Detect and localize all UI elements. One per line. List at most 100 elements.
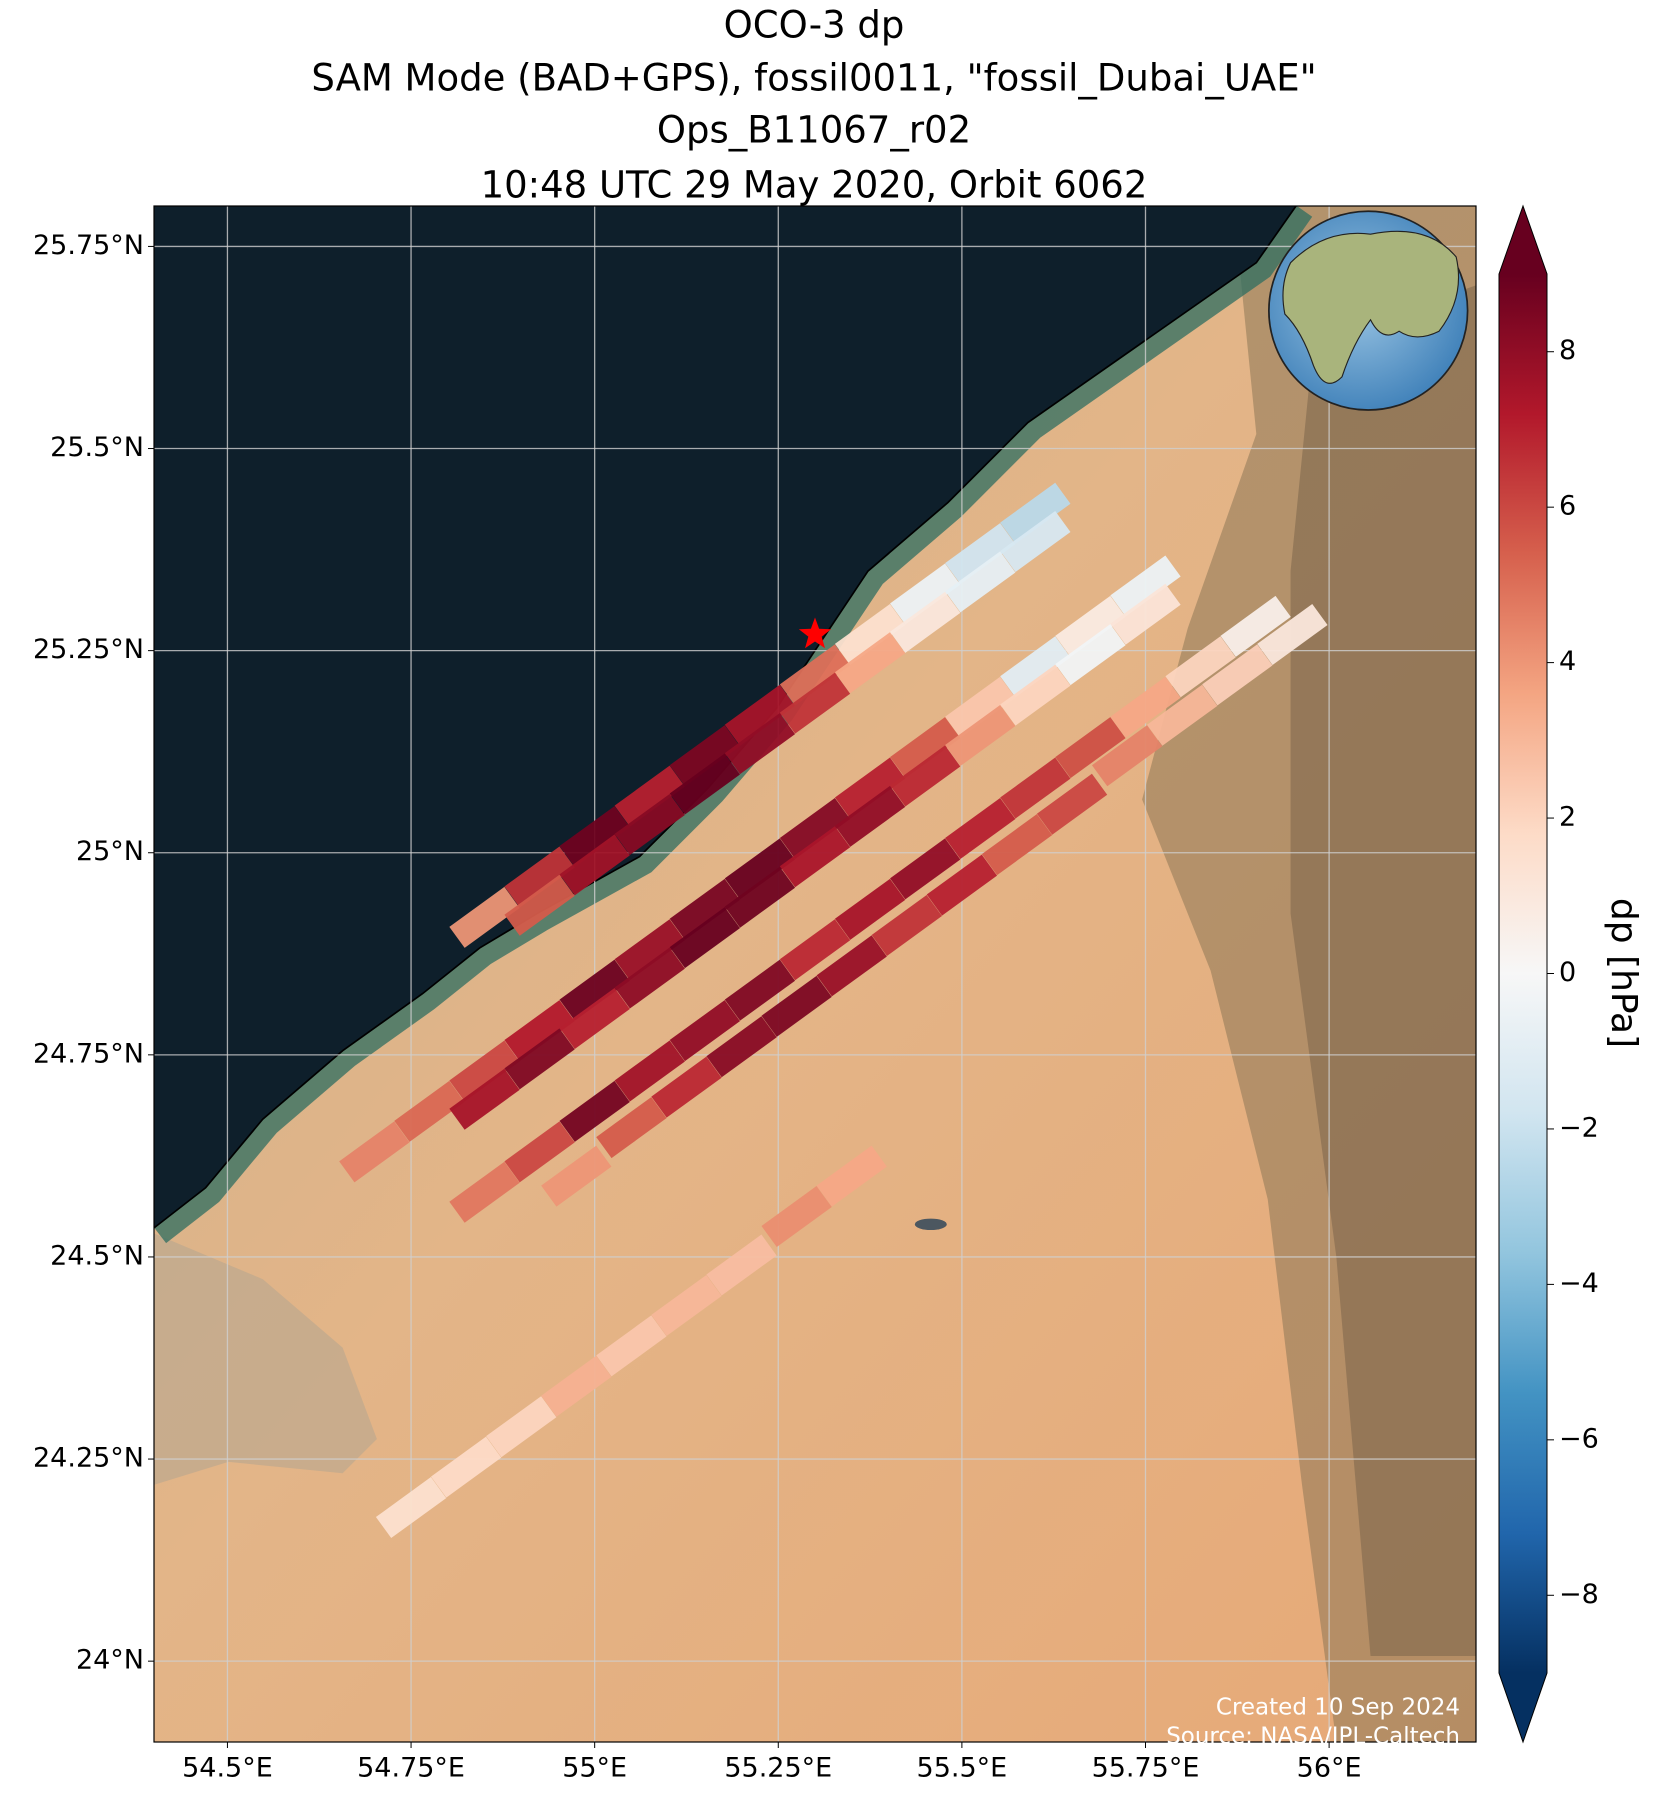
x-tick-label: 55.25°E — [724, 1753, 832, 1784]
footprint — [504, 1028, 575, 1090]
footprint — [706, 1016, 777, 1078]
x-tick-label: 54.75°E — [357, 1753, 465, 1784]
footprint — [559, 959, 630, 1021]
footprint — [614, 793, 685, 855]
footprint — [834, 603, 906, 665]
footprint — [1000, 757, 1071, 819]
colorbar-extend — [1499, 206, 1547, 274]
footprint — [761, 1186, 832, 1248]
footprint — [945, 797, 1016, 859]
footprint — [1110, 583, 1181, 645]
y-tick-label: 25°N — [76, 836, 144, 867]
colorbar — [1499, 274, 1547, 1673]
footprint — [339, 1121, 410, 1183]
y-tick-label: 24.5°N — [50, 1240, 144, 1271]
footprint — [1110, 555, 1181, 617]
annotation: Source: NASA/JPL-Caltech — [1166, 1724, 1460, 1750]
colorbar-tick-label: 4 — [1559, 646, 1576, 677]
footprint — [449, 1040, 520, 1102]
footprint — [449, 1068, 520, 1130]
y-tick-label: 25.25°N — [33, 634, 144, 665]
footprint — [669, 907, 740, 969]
footprint — [834, 757, 906, 819]
colorbar-tick-label: 0 — [1559, 957, 1576, 988]
footprint — [504, 874, 575, 936]
footprint — [779, 672, 851, 734]
footprint — [559, 1080, 630, 1142]
footprint — [1000, 510, 1071, 572]
annotation: Created 10 Sep 2024 — [1216, 1695, 1460, 1721]
footprint — [1055, 717, 1126, 779]
title: Ops_B11067_r02 — [657, 109, 971, 152]
x-tick-label: 55°E — [562, 1753, 627, 1784]
footprint — [890, 745, 961, 807]
footprint — [834, 878, 906, 940]
footprint — [504, 846, 575, 908]
footprint — [596, 1097, 667, 1159]
footprint — [724, 866, 796, 928]
x-tick-label: 56°E — [1297, 1753, 1362, 1784]
y-tick-label: 25.5°N — [50, 432, 144, 463]
colorbar-tick-label: −8 — [1559, 1579, 1599, 1610]
footprint — [816, 1145, 887, 1207]
footprint — [1055, 595, 1126, 657]
colorbar-tick-label: −4 — [1559, 1268, 1599, 1299]
title: 10:48 UTC 29 May 2020, Orbit 6062 — [481, 164, 1148, 207]
footprint — [651, 1274, 722, 1336]
footprint — [559, 834, 630, 896]
footprint — [614, 765, 685, 827]
footprint — [779, 919, 851, 981]
footprint — [541, 1145, 612, 1207]
footprint — [449, 886, 520, 948]
y-tick-label: 25.75°N — [33, 230, 144, 261]
colorbar-tick-label: 6 — [1559, 491, 1576, 522]
footprint — [1257, 603, 1328, 665]
footprint — [669, 753, 740, 815]
x-tick-label: 55.5°E — [917, 1753, 1008, 1784]
footprint — [871, 894, 942, 956]
footprint — [724, 684, 796, 746]
title: OCO-3 dp — [724, 4, 905, 47]
footprint — [779, 826, 851, 888]
footprint — [890, 591, 961, 653]
colorbar-tick-label: 8 — [1559, 335, 1576, 366]
footprint — [1000, 482, 1071, 544]
target-site — [798, 617, 832, 649]
x-tick-label: 54.5°E — [182, 1753, 273, 1784]
footprint — [1165, 636, 1236, 698]
footprint — [559, 987, 630, 1049]
footprint — [449, 1161, 520, 1223]
footprint — [614, 947, 685, 1009]
x-tick-label: 55.75°E — [1092, 1753, 1200, 1784]
footprint — [541, 1355, 612, 1417]
footprint — [559, 806, 630, 868]
colorbar-frame — [1498, 204, 1548, 1744]
colorbar-tick-label: −2 — [1559, 1112, 1599, 1143]
y-tick-label: 24°N — [76, 1645, 144, 1676]
footprint — [614, 919, 685, 981]
footprint — [706, 1234, 777, 1296]
footprint — [834, 785, 906, 847]
footprint — [724, 959, 796, 1021]
footprint — [761, 975, 832, 1037]
footprint — [394, 1080, 465, 1142]
footprint — [945, 705, 1016, 767]
footprint — [669, 725, 740, 787]
footprint — [834, 632, 906, 694]
footprint — [724, 838, 796, 900]
footprint — [926, 854, 998, 916]
footprint — [504, 1000, 575, 1062]
footprint — [596, 1315, 667, 1377]
footprint — [816, 935, 887, 997]
colorbar-tick-label: −6 — [1559, 1423, 1599, 1454]
footprint — [1036, 773, 1108, 835]
y-tick-label: 24.25°N — [33, 1443, 144, 1474]
footprint — [890, 838, 961, 900]
footprint — [724, 713, 796, 775]
footprint — [945, 523, 1016, 585]
footprint — [945, 676, 1016, 738]
footprint — [651, 1056, 722, 1118]
footprint — [779, 644, 851, 706]
colorbar-extend — [1499, 1673, 1547, 1742]
